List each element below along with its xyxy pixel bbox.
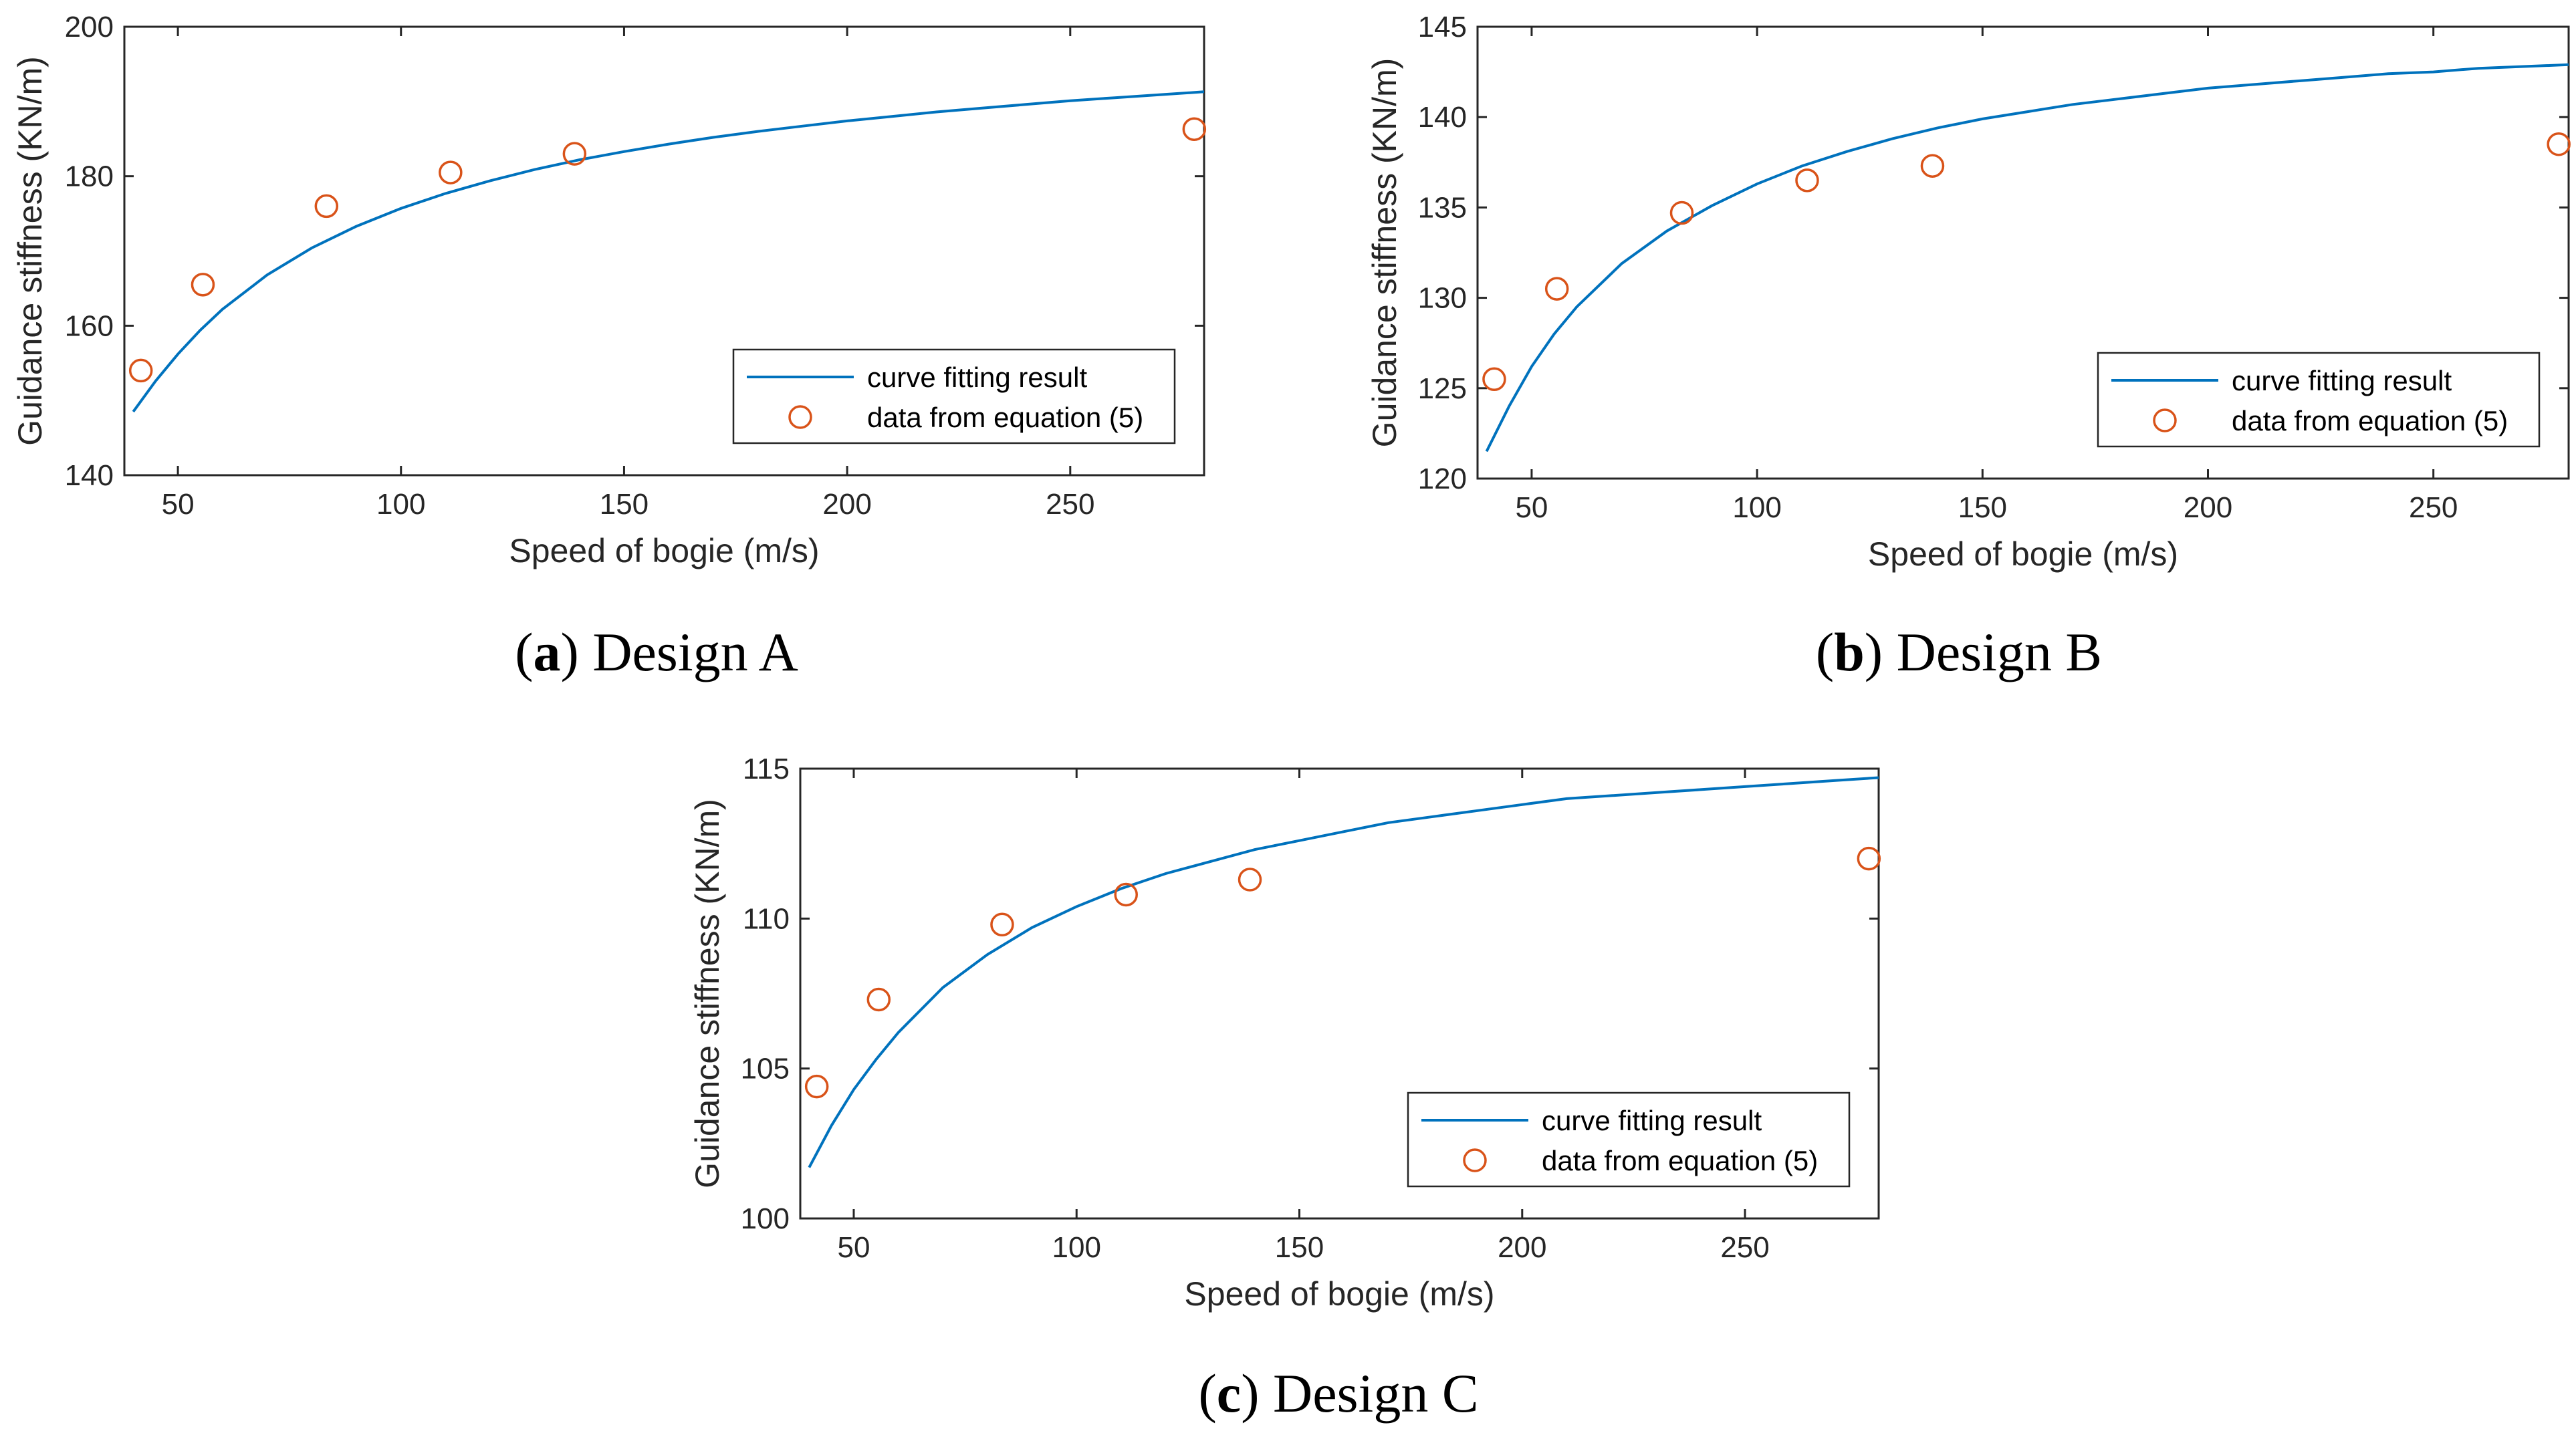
data-point-marker — [1920, 154, 1945, 178]
data-point-marker — [1857, 846, 1881, 871]
data-point-marker — [191, 273, 215, 297]
y-tick-label: 160 — [65, 309, 114, 342]
y-tick-label: 105 — [741, 1053, 790, 1085]
x-tick-label: 100 — [1732, 491, 1781, 524]
data-point-marker — [128, 358, 153, 383]
data-point-marker — [1114, 882, 1138, 907]
legend-label-fit: curve fitting result — [2232, 365, 2452, 396]
x-tick-label: 200 — [2184, 491, 2232, 524]
legend-label-data: data from equation (5) — [1542, 1145, 1818, 1176]
y-tick-label: 140 — [65, 459, 114, 492]
x-tick-label: 200 — [1498, 1231, 1546, 1264]
fit-curve-line — [132, 90, 1204, 413]
x-tick-label: 100 — [1052, 1231, 1101, 1264]
caption-text: Design B — [1897, 622, 2103, 682]
legend-marker-swatch — [1463, 1148, 1487, 1172]
data-point-marker — [2547, 132, 2571, 156]
x-tick-label: 100 — [376, 488, 425, 521]
y-tick-label: 135 — [1418, 191, 1467, 224]
data-point-marker — [804, 1074, 829, 1099]
caption-letter: b — [1834, 622, 1865, 682]
x-tick-label: 50 — [1515, 491, 1548, 524]
x-tick-label: 50 — [838, 1231, 870, 1264]
caption-text: Design A — [592, 622, 798, 682]
chart-panel-b: 50 100 150 200 250 120 125 130 135 140 145 Speed of… — [1366, 11, 2571, 682]
caption-paren-open: ( — [1816, 622, 1834, 682]
caption-text: Design C — [1273, 1363, 1479, 1424]
panel-caption: (c) Design C — [1198, 1363, 1478, 1424]
legend-label-data: data from equation (5) — [867, 402, 1143, 433]
x-tick-label: 150 — [1275, 1231, 1324, 1264]
y-tick-label: 130 — [1418, 282, 1467, 315]
data-point-marker — [990, 912, 1014, 937]
caption-paren-open: ( — [1198, 1363, 1216, 1424]
panel-caption: (a) Design A — [515, 622, 798, 682]
chart-panel-c: 50 100 150 200 250 100 105 110 115 Speed of bogie… — [689, 753, 1881, 1424]
y-tick-label: 200 — [65, 11, 114, 43]
y-axis-label: Guidance stiffness (KN/m) — [1366, 58, 1403, 448]
caption-paren-close: ) — [1865, 622, 1897, 682]
caption-paren-close: ) — [561, 622, 593, 682]
x-tick-label: 250 — [1046, 488, 1094, 521]
data-point-marker — [1669, 201, 1694, 225]
y-tick-label: 115 — [743, 753, 790, 785]
y-tick-label: 145 — [1418, 11, 1467, 43]
fit-curve-line — [1485, 63, 2569, 452]
caption-letter: a — [534, 622, 561, 682]
data-point-marker — [1482, 367, 1506, 392]
data-point-marker — [1182, 117, 1207, 141]
legend: curve fitting result data from equation (… — [1407, 1091, 1851, 1188]
legend: curve fitting result data from equation (… — [2097, 352, 2541, 448]
x-tick-label: 50 — [162, 488, 195, 521]
caption-paren-close: ) — [1241, 1363, 1273, 1424]
y-axis-label: Guidance stiffness (KN/m) — [689, 799, 726, 1188]
y-tick-label: 100 — [741, 1202, 790, 1235]
x-tick-label: 250 — [1720, 1231, 1769, 1264]
data-point-marker — [314, 194, 339, 219]
x-axis-label: Speed of bogie (m/s) — [1184, 1275, 1494, 1313]
legend-box — [2097, 352, 2541, 448]
x-tick-label: 150 — [1958, 491, 2007, 524]
panel-caption: (b) Design B — [1816, 622, 2102, 682]
data-point-marker — [439, 160, 463, 184]
x-tick-label: 150 — [600, 488, 649, 521]
caption-letter: c — [1217, 1363, 1241, 1424]
data-point-marker — [1544, 277, 1569, 301]
legend: curve fitting result data from equation (… — [732, 348, 1176, 444]
x-tick-label: 200 — [822, 488, 871, 521]
y-tick-label: 180 — [65, 160, 114, 193]
data-point-marker — [866, 987, 891, 1012]
x-axis-label: Speed of bogie (m/s) — [1868, 535, 2178, 573]
legend-label-fit: curve fitting result — [1542, 1105, 1762, 1136]
x-tick-label: 250 — [2409, 491, 2458, 524]
data-point-marker — [1795, 168, 1819, 192]
y-tick-label: 120 — [1418, 463, 1467, 495]
legend-marker-swatch — [788, 405, 812, 429]
y-tick-label: 140 — [1418, 101, 1467, 134]
fit-curve-line — [808, 776, 1879, 1168]
data-point-marker — [562, 142, 587, 166]
y-tick-label: 110 — [743, 902, 790, 935]
x-axis-label: Speed of bogie (m/s) — [509, 532, 819, 569]
legend-label-data: data from equation (5) — [2232, 405, 2508, 436]
data-point-marker — [1238, 868, 1262, 892]
caption-paren-open: ( — [515, 622, 533, 682]
legend-marker-swatch — [2153, 408, 2177, 432]
y-tick-label: 125 — [1418, 372, 1467, 405]
legend-box — [732, 348, 1176, 444]
y-axis-label: Guidance stiffness (KN/m) — [11, 56, 49, 446]
legend-box — [1407, 1091, 1851, 1188]
legend-label-fit: curve fitting result — [867, 362, 1087, 393]
